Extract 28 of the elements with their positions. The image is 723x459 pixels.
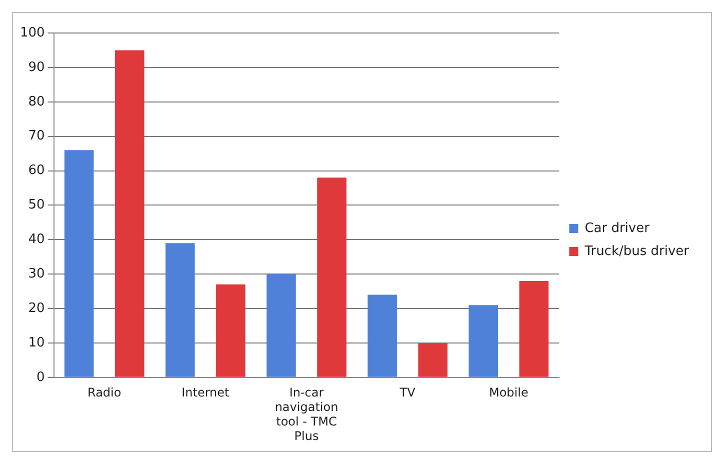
bar — [266, 274, 296, 377]
x-tick-label: TV — [398, 386, 416, 400]
bar — [216, 284, 246, 377]
bar — [64, 150, 94, 377]
bar — [114, 50, 144, 377]
bar — [317, 178, 346, 377]
y-tick-label: 50 — [28, 198, 45, 213]
x-tick-label: In-car navigation tool - TMC Plus — [274, 386, 338, 443]
x-tick-label: Radio — [87, 386, 122, 400]
bar — [166, 243, 195, 377]
y-tick-label: 30 — [28, 266, 45, 282]
x-tick-label: Mobile — [488, 386, 528, 400]
y-tick-label: 100 — [20, 25, 45, 40]
bar — [418, 342, 448, 377]
bar — [519, 280, 549, 377]
bar — [368, 294, 397, 377]
y-tick-label: 40 — [28, 232, 45, 248]
y-tick-label: 20 — [28, 300, 45, 316]
x-tick-label: Internet — [182, 386, 230, 400]
y-tick-label: 60 — [28, 163, 45, 178]
y-tick-label: 10 — [28, 335, 45, 350]
y-tick-label: 80 — [28, 94, 45, 110]
y-tick-label: 90 — [28, 60, 45, 75]
y-tick-label: 70 — [28, 128, 45, 144]
bar — [468, 305, 498, 377]
y-tick-label: 0 — [36, 370, 45, 385]
legend-label: Car driver — [584, 220, 650, 236]
legend-label: Truck/bus driver — [584, 244, 690, 259]
